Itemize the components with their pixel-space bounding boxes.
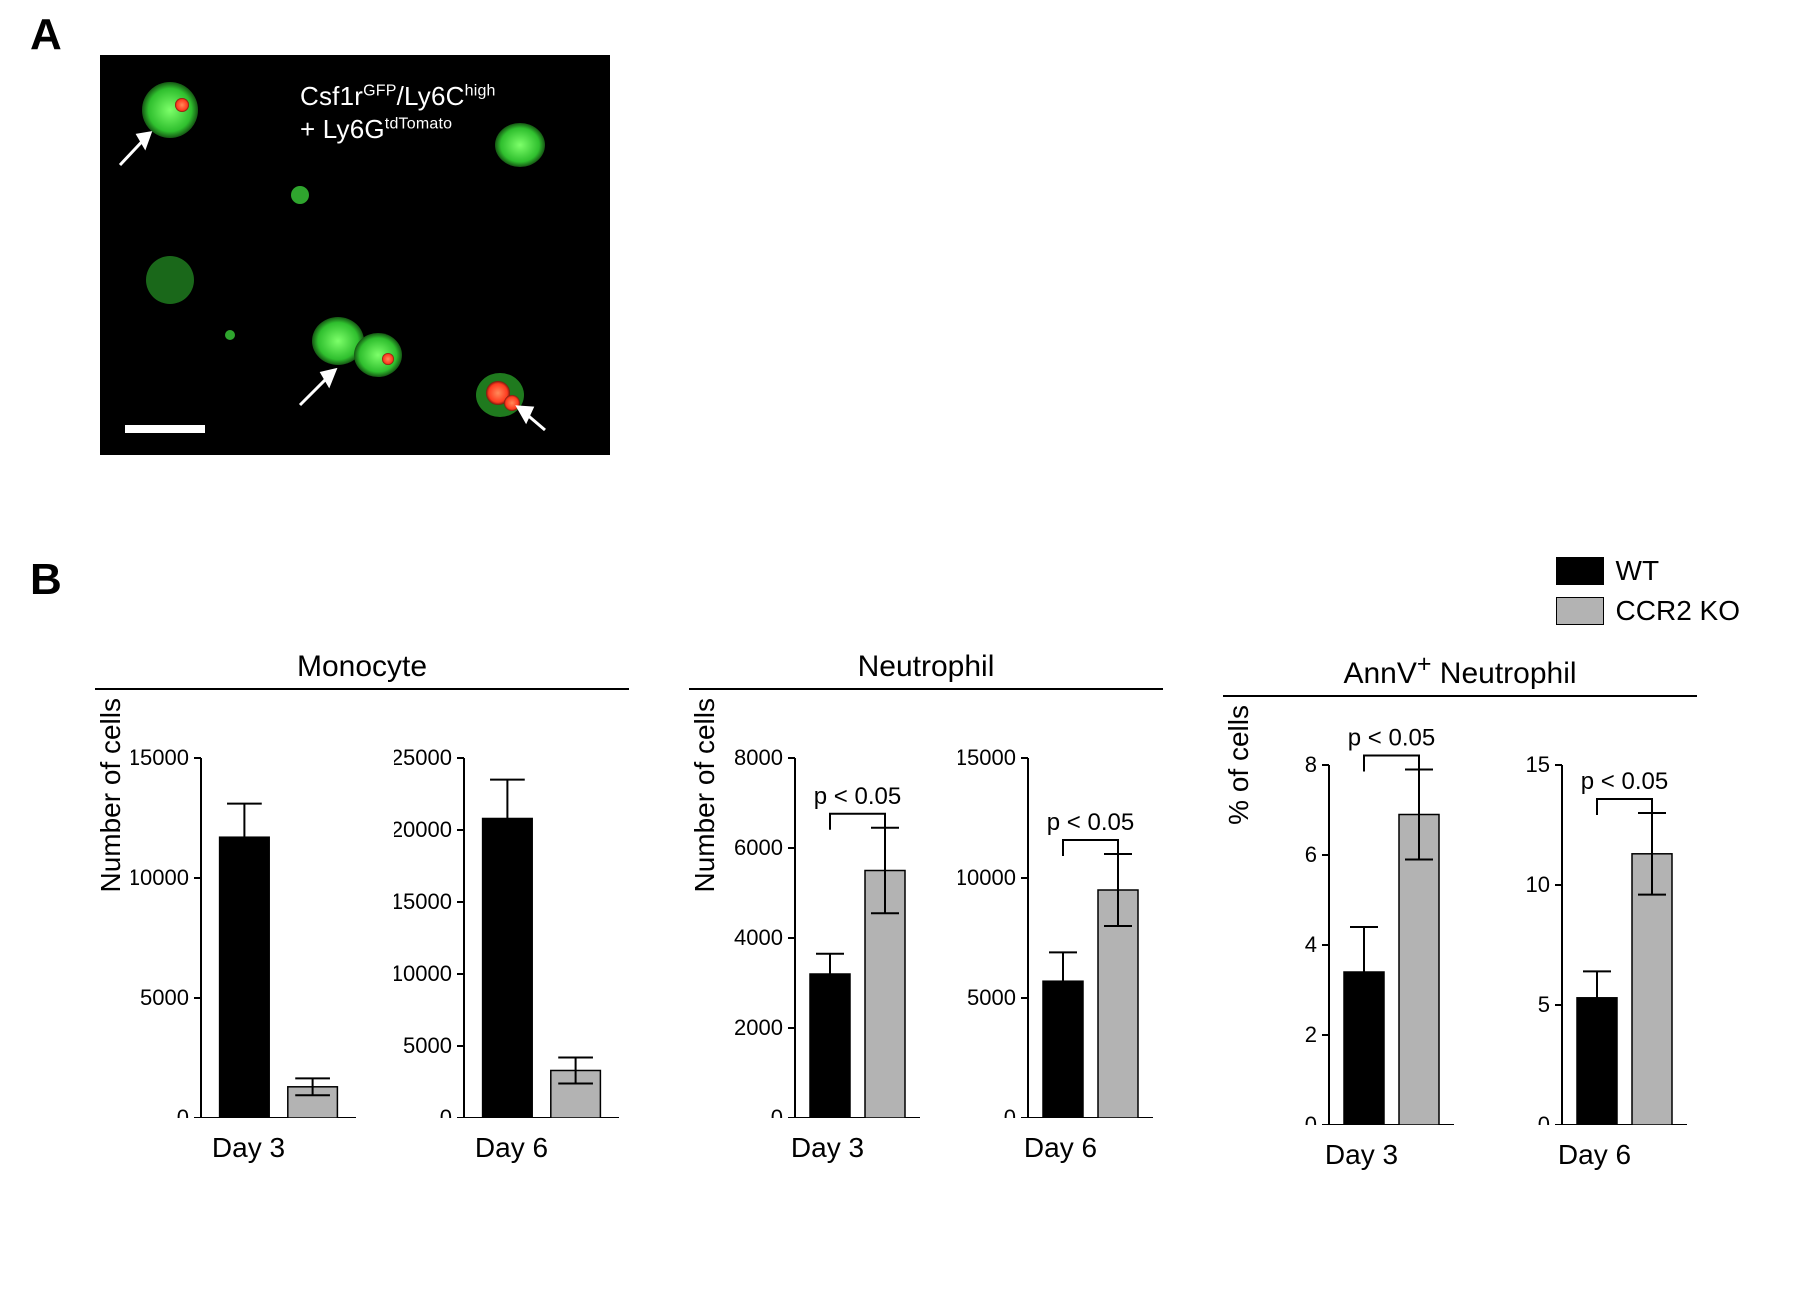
ytick-label: 8000	[734, 745, 783, 770]
ytick-label: 5	[1538, 992, 1550, 1017]
x-axis-label: Day 6	[1558, 1139, 1631, 1171]
ytick-label: 15000	[958, 745, 1016, 770]
ytick-label: 25000	[394, 745, 452, 770]
subplot: Number of cells 0 5000 10000 15000 Day 3	[95, 698, 366, 1164]
bar-wt	[483, 818, 533, 1118]
ytick-label: 0	[1305, 1112, 1317, 1125]
ytick-label: 5000	[967, 985, 1016, 1010]
bar-wt	[220, 837, 270, 1118]
x-axis-label: Day 6	[1024, 1132, 1097, 1164]
subplot: 0 5000 10000 15000 p < 0.05 Day 6	[958, 698, 1163, 1164]
group-title: Neutrophil	[858, 650, 995, 684]
ytick-label: 4	[1305, 932, 1317, 957]
legend-label-wt: WT	[1616, 555, 1660, 587]
subplot: Number of cells 0 2000 4000 6000 8000 p < 0.05…	[689, 698, 930, 1164]
ytick-label: 2000	[734, 1015, 783, 1040]
ytick-label: 0	[771, 1105, 783, 1118]
charts-container: MonocyteNumber of cells050001000015000Da…	[95, 650, 1755, 1210]
x-axis-label: Day 3	[212, 1132, 285, 1164]
ytick-label: 5000	[140, 985, 189, 1010]
ytick-label: 0	[1538, 1112, 1550, 1125]
legend-swatch-wt	[1556, 557, 1604, 585]
bar-wt	[810, 974, 850, 1118]
ytick-label: 15	[1526, 752, 1550, 777]
ytick-label: 10000	[958, 865, 1016, 890]
group-title-rule	[1223, 695, 1697, 697]
y-axis-label: % of cells	[1223, 705, 1255, 825]
ytick-label: 0	[1004, 1105, 1016, 1118]
chart-group: Monocyte Number of cells 0 5000 10000 15000 Da…	[95, 650, 629, 1210]
ytick-label: 10000	[131, 865, 189, 890]
x-axis-label: Day 3	[791, 1132, 864, 1164]
chart-group: Neutrophil Number of cells 0 2000 4000 6000 80…	[689, 650, 1163, 1210]
chart-group: AnnV+ Neutrophil % of cells 0 2 4 6 8 p < 0.05 D…	[1223, 650, 1697, 1210]
panel-a-label: A	[30, 10, 62, 60]
legend: WT CCR2 KO	[1556, 555, 1740, 635]
ytick-label: 8	[1305, 752, 1317, 777]
ytick-label: 10000	[394, 961, 452, 986]
ytick-label: 4000	[734, 925, 783, 950]
ytick-label: 0	[440, 1105, 452, 1118]
ytick-label: 20000	[394, 817, 452, 842]
ytick-label: 6	[1305, 842, 1317, 867]
x-axis-label: Day 3	[1325, 1139, 1398, 1171]
group-title: AnnV+ Neutrophil	[1343, 650, 1576, 691]
bar-ko	[1399, 815, 1439, 1126]
legend-swatch-ko	[1556, 597, 1604, 625]
subplot: 0 5000 10000 15000 20000 25000 Day 6	[394, 698, 629, 1164]
panel-b-label: B	[30, 555, 62, 605]
group-title-rule	[689, 688, 1163, 690]
ytick-label: 5000	[403, 1033, 452, 1058]
ytick-label: 10	[1526, 872, 1550, 897]
y-axis-label: Number of cells	[689, 698, 721, 893]
p-value-label: p < 0.05	[1581, 768, 1668, 795]
p-value-label: p < 0.05	[1047, 809, 1134, 836]
ytick-label: 15000	[394, 889, 452, 914]
legend-item-wt: WT	[1556, 555, 1740, 587]
ytick-label: 6000	[734, 835, 783, 860]
ytick-label: 2	[1305, 1022, 1317, 1047]
legend-label-ko: CCR2 KO	[1616, 595, 1740, 627]
ytick-label: 15000	[131, 745, 189, 770]
group-title-rule	[95, 688, 629, 690]
subplot: % of cells 0 2 4 6 8 p < 0.05 Day 3	[1223, 705, 1464, 1171]
microscopy-image: Csf1rGFP/Ly6Chigh + Ly6GtdTomato	[100, 55, 610, 455]
group-title: Monocyte	[297, 650, 427, 684]
ytick-label: 0	[177, 1105, 189, 1118]
figure-root: A	[0, 0, 1800, 1295]
y-axis-label: Number of cells	[95, 698, 127, 893]
p-value-label: p < 0.05	[1348, 725, 1435, 752]
p-value-label: p < 0.05	[814, 783, 901, 810]
legend-item-ko: CCR2 KO	[1556, 595, 1740, 627]
x-axis-label: Day 6	[475, 1132, 548, 1164]
subplot: 0 5 10 15 p < 0.05 Day 6	[1492, 705, 1697, 1171]
microscopy-overlay-text: Csf1rGFP/Ly6Chigh + Ly6GtdTomato	[300, 80, 496, 145]
scale-bar	[125, 425, 205, 433]
